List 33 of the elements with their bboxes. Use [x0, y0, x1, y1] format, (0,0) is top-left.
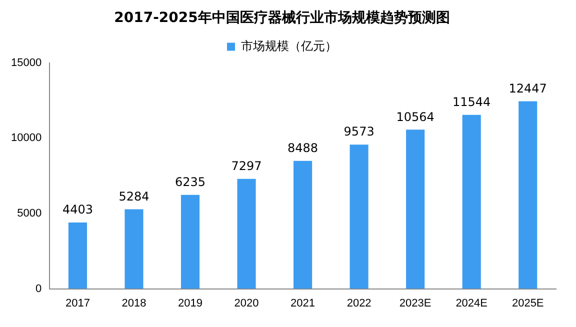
data-label: 10564 [396, 110, 434, 124]
x-tick-label: 2019 [178, 297, 202, 310]
data-label: 6235 [174, 174, 206, 189]
x-tick-label: 2023E [399, 297, 432, 310]
x-tick-label: 2024E [456, 297, 488, 310]
bar [180, 194, 200, 289]
data-label: 8488 [288, 141, 318, 156]
x-tick-label: 2020 [234, 297, 259, 310]
x-tick-label: 2018 [122, 297, 146, 310]
y-tick-label: 10000 [10, 132, 42, 144]
legend-label: 市场规模（亿元） [241, 39, 337, 54]
data-label: 11544 [452, 94, 491, 109]
bar [462, 114, 481, 289]
data-label: 12447 [508, 81, 547, 96]
x-tick-label: 2022 [346, 297, 372, 310]
bar [406, 130, 425, 289]
x-tick-label: 2017 [65, 297, 90, 310]
bar [518, 101, 538, 289]
bar [237, 178, 256, 289]
x-tick-label: 2025E [512, 297, 544, 310]
data-label: 9573 [344, 124, 374, 139]
y-tick-label: 0 [35, 282, 42, 295]
y-tick-label: 5000 [17, 208, 42, 220]
x-tick-label: 2021 [290, 297, 316, 310]
bar [294, 160, 312, 289]
bar [124, 209, 144, 289]
bar [350, 144, 368, 289]
data-label: 5284 [118, 189, 150, 204]
chart-title: 2017-2025年中国医疗器械行业市场规模趋势预测图 [114, 9, 450, 26]
data-label: 7297 [231, 158, 262, 173]
y-tick-label: 15000 [10, 56, 42, 69]
data-label: 4403 [62, 202, 93, 217]
bar [68, 222, 88, 289]
